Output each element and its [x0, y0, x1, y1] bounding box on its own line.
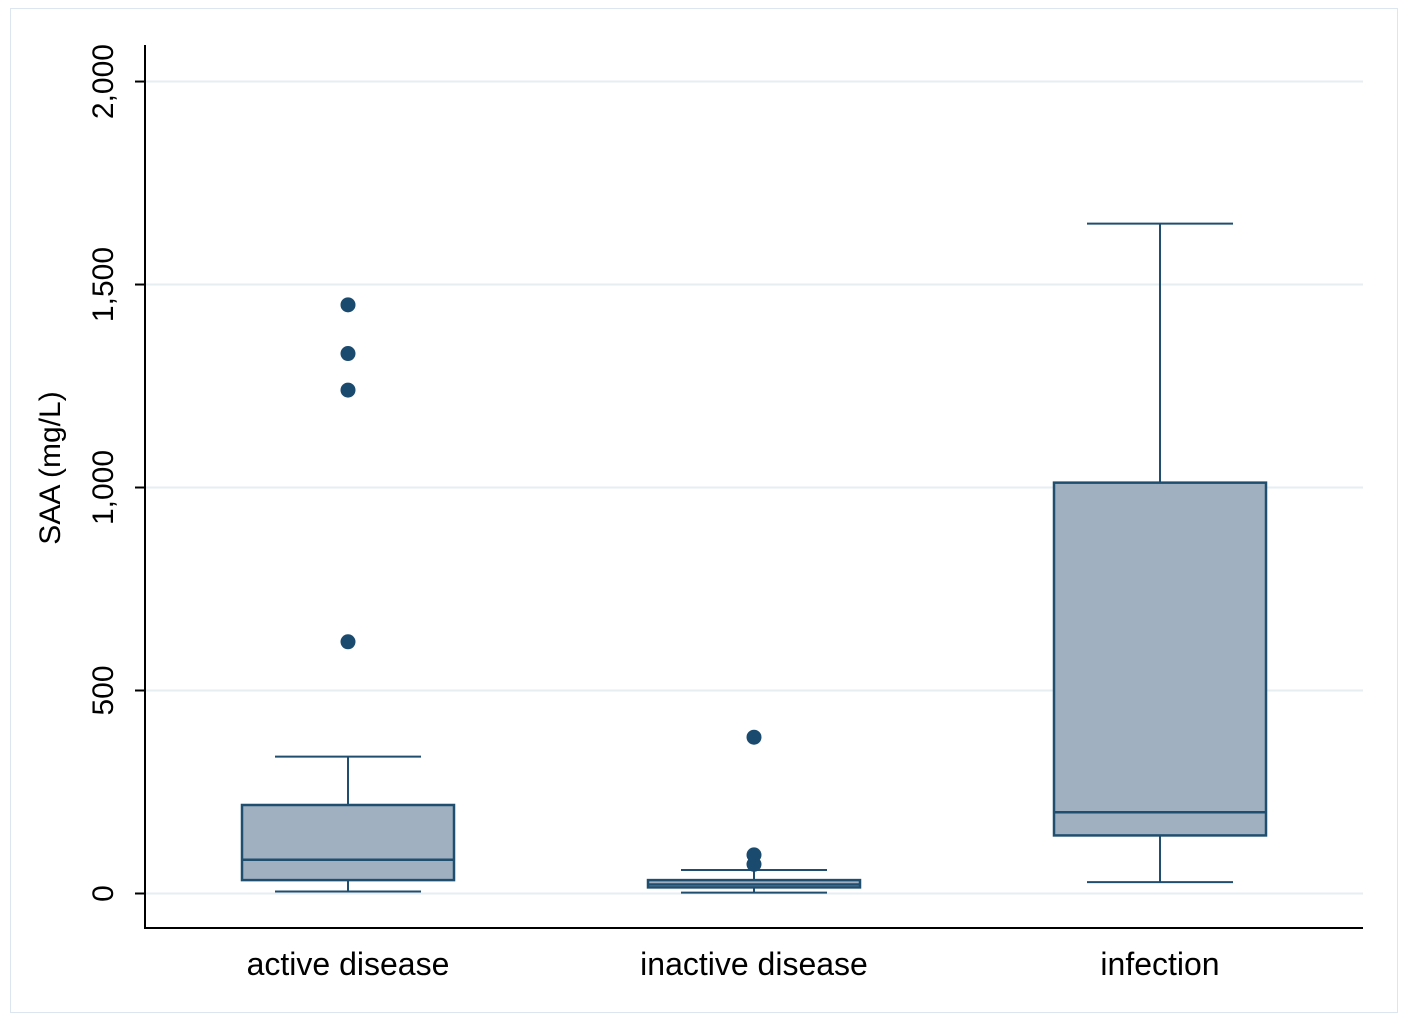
- outlier-point: [340, 346, 356, 362]
- x-category-label: inactive disease: [640, 946, 868, 982]
- outlier-point: [746, 847, 762, 863]
- iqr-box: [1052, 481, 1268, 837]
- y-tick-label: 500: [87, 665, 120, 715]
- chart-frame: [10, 8, 1398, 1013]
- y-axis-title: SAA (mg/L): [34, 391, 67, 544]
- x-category-label: active disease: [247, 946, 450, 982]
- x-category-labels: active disease inactive disease infection: [247, 946, 1220, 982]
- box-group: [1052, 222, 1268, 884]
- y-tick-label: 2,000: [87, 44, 120, 119]
- boxes: [240, 222, 1268, 894]
- y-tick-label: 1,000: [87, 450, 120, 525]
- y-tick-label: 1,500: [87, 247, 120, 322]
- y-tick-label: 0: [87, 885, 120, 902]
- iqr-box: [240, 803, 456, 882]
- x-category-label: infection: [1100, 946, 1219, 982]
- outlier-point: [746, 729, 762, 745]
- outlier-point: [340, 634, 356, 650]
- outlier-point: [340, 382, 356, 398]
- box-group: [646, 729, 862, 894]
- axes: [144, 45, 1363, 929]
- box-group: [240, 297, 456, 893]
- y-ticks: 0 500 1,000 1,500 2,000: [87, 44, 145, 902]
- outlier-point: [340, 297, 356, 313]
